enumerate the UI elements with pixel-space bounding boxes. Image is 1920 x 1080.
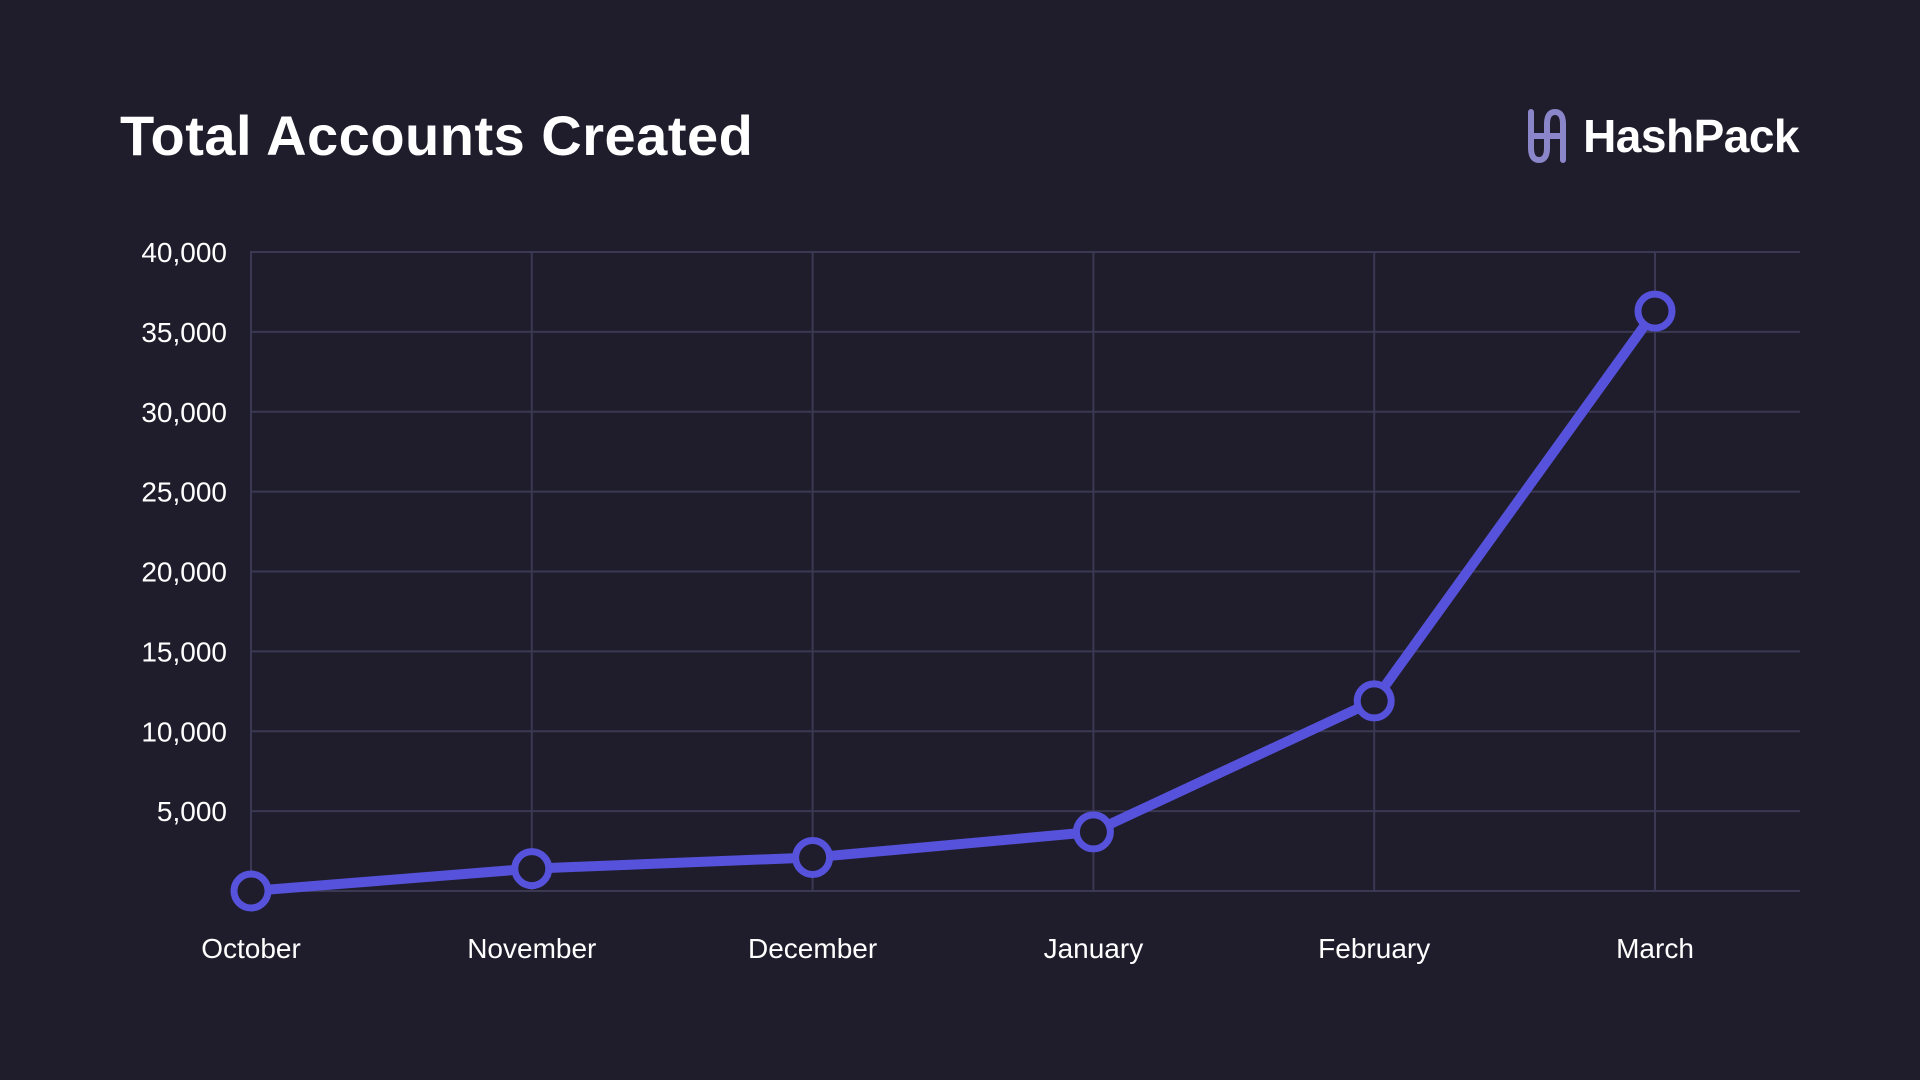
x-tick-label: March <box>1616 933 1694 964</box>
data-point <box>792 836 834 878</box>
series-line <box>246 306 1660 896</box>
y-tick-label: 35,000 <box>141 317 227 348</box>
y-tick-label: 25,000 <box>141 477 227 508</box>
x-tick-label: January <box>1044 933 1144 964</box>
y-axis: 5,000 10,000 15,000 20,000 25,000 30,000 35,00… <box>141 237 227 827</box>
x-tick-label: December <box>748 933 877 964</box>
x-tick-label: October <box>201 933 301 964</box>
data-point <box>511 848 553 890</box>
data-point <box>1353 680 1395 722</box>
series <box>230 290 1676 912</box>
y-tick-label: 40,000 <box>141 237 227 268</box>
brand-name: HashPack <box>1583 110 1799 162</box>
hashpack-logo-icon <box>1528 109 1567 163</box>
data-point <box>1634 290 1676 332</box>
x-axis: October November December January February Ma… <box>201 933 1694 964</box>
y-tick-label: 20,000 <box>141 557 227 588</box>
y-tick-label: 15,000 <box>141 636 227 667</box>
y-tick-label: 10,000 <box>141 716 227 747</box>
y-tick-label: 5,000 <box>157 796 227 827</box>
data-point <box>230 870 272 912</box>
brand: HashPack <box>1523 106 1799 166</box>
y-tick-label: 30,000 <box>141 397 227 428</box>
x-tick-label: November <box>467 933 596 964</box>
grid <box>250 251 1800 892</box>
x-tick-label: February <box>1318 933 1430 964</box>
data-point <box>1072 811 1114 853</box>
chart-title: Total Accounts Created <box>120 104 754 167</box>
